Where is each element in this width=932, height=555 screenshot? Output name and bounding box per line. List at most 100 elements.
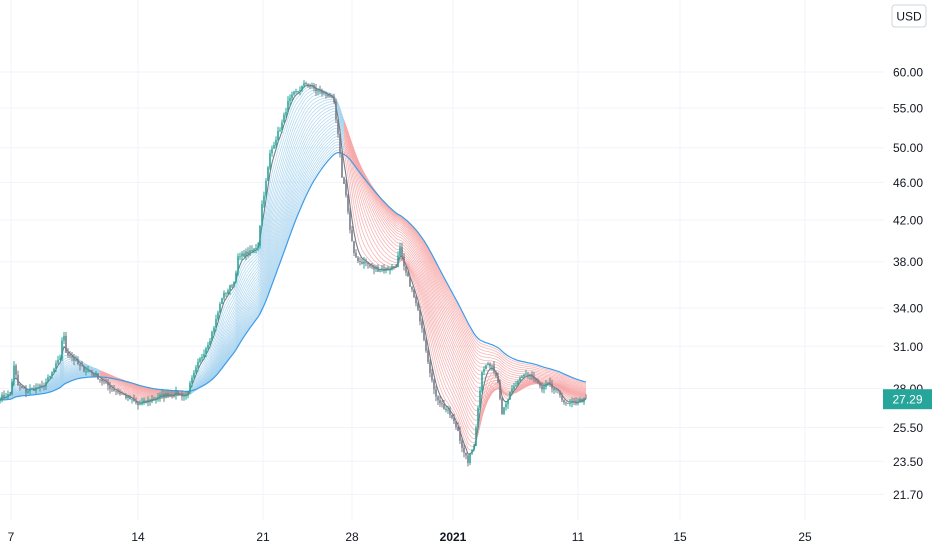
time-axis[interactable]: 7 14 21 28 2021 11 15 25 <box>8 530 812 544</box>
candle-body <box>537 380 539 384</box>
candle-body <box>451 414 453 418</box>
candle-body <box>257 245 259 249</box>
candle-body <box>413 289 415 298</box>
candle-body <box>401 247 403 257</box>
candle-body <box>165 392 167 398</box>
candle-body <box>33 388 35 391</box>
candle-body <box>583 397 585 403</box>
candle-body <box>423 328 425 340</box>
candle-body <box>553 388 555 391</box>
candle-body <box>343 177 345 184</box>
candle-body <box>19 385 21 387</box>
candle-body <box>365 261 367 263</box>
candle-body <box>281 122 283 131</box>
candle-body <box>387 268 389 271</box>
candle-body <box>247 251 249 255</box>
candle-body <box>503 407 505 414</box>
candle-body <box>131 398 133 400</box>
candle-body <box>189 383 191 393</box>
ribbon-line <box>189 116 345 394</box>
candle-body <box>531 374 533 377</box>
candle-body <box>159 394 161 398</box>
candle-body <box>193 372 195 378</box>
candle-body <box>113 389 115 391</box>
candle-body <box>521 376 523 378</box>
candle-body <box>551 383 553 389</box>
candle-body <box>191 377 193 384</box>
candle-body <box>157 397 159 399</box>
candle-body <box>375 267 377 270</box>
candle-body <box>267 167 269 182</box>
candle-body <box>229 285 231 291</box>
candle-body <box>71 356 73 358</box>
candle-body <box>203 354 205 357</box>
candle-body <box>55 363 57 369</box>
x-tick-label: 25 <box>798 530 812 544</box>
candle-body <box>415 297 417 304</box>
candle-body <box>101 379 103 382</box>
candle-body <box>219 303 221 313</box>
candle-body <box>317 90 319 92</box>
candle-body <box>231 285 233 287</box>
candle-body <box>35 387 37 391</box>
ribbon-line <box>343 138 587 390</box>
candle-body <box>197 362 199 368</box>
candle-body <box>161 393 163 395</box>
candle-body <box>143 400 145 403</box>
candle-body <box>543 386 545 390</box>
candle-body <box>269 153 271 168</box>
candle-body <box>545 384 547 387</box>
candle-body <box>171 394 173 396</box>
y-tick-label: 60.00 <box>893 65 923 79</box>
candle-body <box>331 96 333 98</box>
candle-body <box>125 394 127 398</box>
candle-body <box>301 85 303 91</box>
x-tick-label: 2021 <box>440 530 467 544</box>
candle-body <box>225 292 227 294</box>
candle-body <box>541 386 543 390</box>
candle-body <box>431 372 433 381</box>
candle-body <box>563 400 565 403</box>
candle-body <box>61 340 63 360</box>
candle-body <box>155 398 157 400</box>
x-tick-label: 28 <box>345 530 359 544</box>
y-tick-label: 38.00 <box>893 255 923 269</box>
ribbon-line <box>189 95 345 394</box>
candle-body <box>473 445 475 450</box>
currency-button[interactable]: USD <box>891 4 927 28</box>
candle-body <box>183 395 185 397</box>
candle-body <box>139 404 141 406</box>
candle-body <box>57 359 59 364</box>
candle-body <box>499 382 501 399</box>
candle-body <box>377 267 379 272</box>
candle-body <box>177 390 179 396</box>
candle-body <box>81 365 83 367</box>
candle-body <box>457 427 459 432</box>
candle-body <box>489 363 491 367</box>
y-tick-label: 23.50 <box>893 455 923 469</box>
candle-body <box>361 261 363 264</box>
candle-body <box>255 248 257 250</box>
candle-body <box>63 335 65 341</box>
candle-body <box>285 112 287 115</box>
y-tick-label: 46.00 <box>893 176 923 190</box>
candle-body <box>427 350 429 362</box>
price-axis[interactable]: 60.00 55.00 50.00 46.00 42.00 38.00 34.00 31.00… <box>893 65 923 501</box>
candle-body <box>119 392 121 394</box>
candle-body <box>135 401 137 403</box>
candle-body <box>201 356 203 359</box>
candle-body <box>579 399 581 403</box>
candle-body <box>505 404 507 408</box>
candle-body <box>241 253 243 257</box>
last-price-badge <box>883 389 932 410</box>
candle-body <box>167 392 169 397</box>
candle-body <box>133 398 135 402</box>
candle-body <box>85 371 87 372</box>
candle-body <box>405 266 407 273</box>
candle-body <box>397 255 399 268</box>
candle-body <box>559 390 561 396</box>
candle-body <box>495 371 497 376</box>
candle-body <box>345 183 347 196</box>
